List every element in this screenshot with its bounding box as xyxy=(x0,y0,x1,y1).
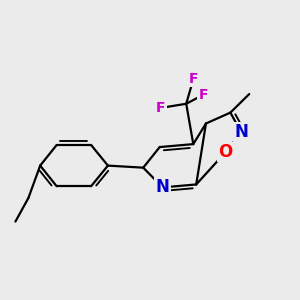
Text: F: F xyxy=(156,101,166,115)
Text: F: F xyxy=(198,88,208,102)
Text: F: F xyxy=(188,72,198,86)
Text: N: N xyxy=(156,178,170,196)
Text: N: N xyxy=(234,123,248,141)
Text: O: O xyxy=(218,143,233,161)
